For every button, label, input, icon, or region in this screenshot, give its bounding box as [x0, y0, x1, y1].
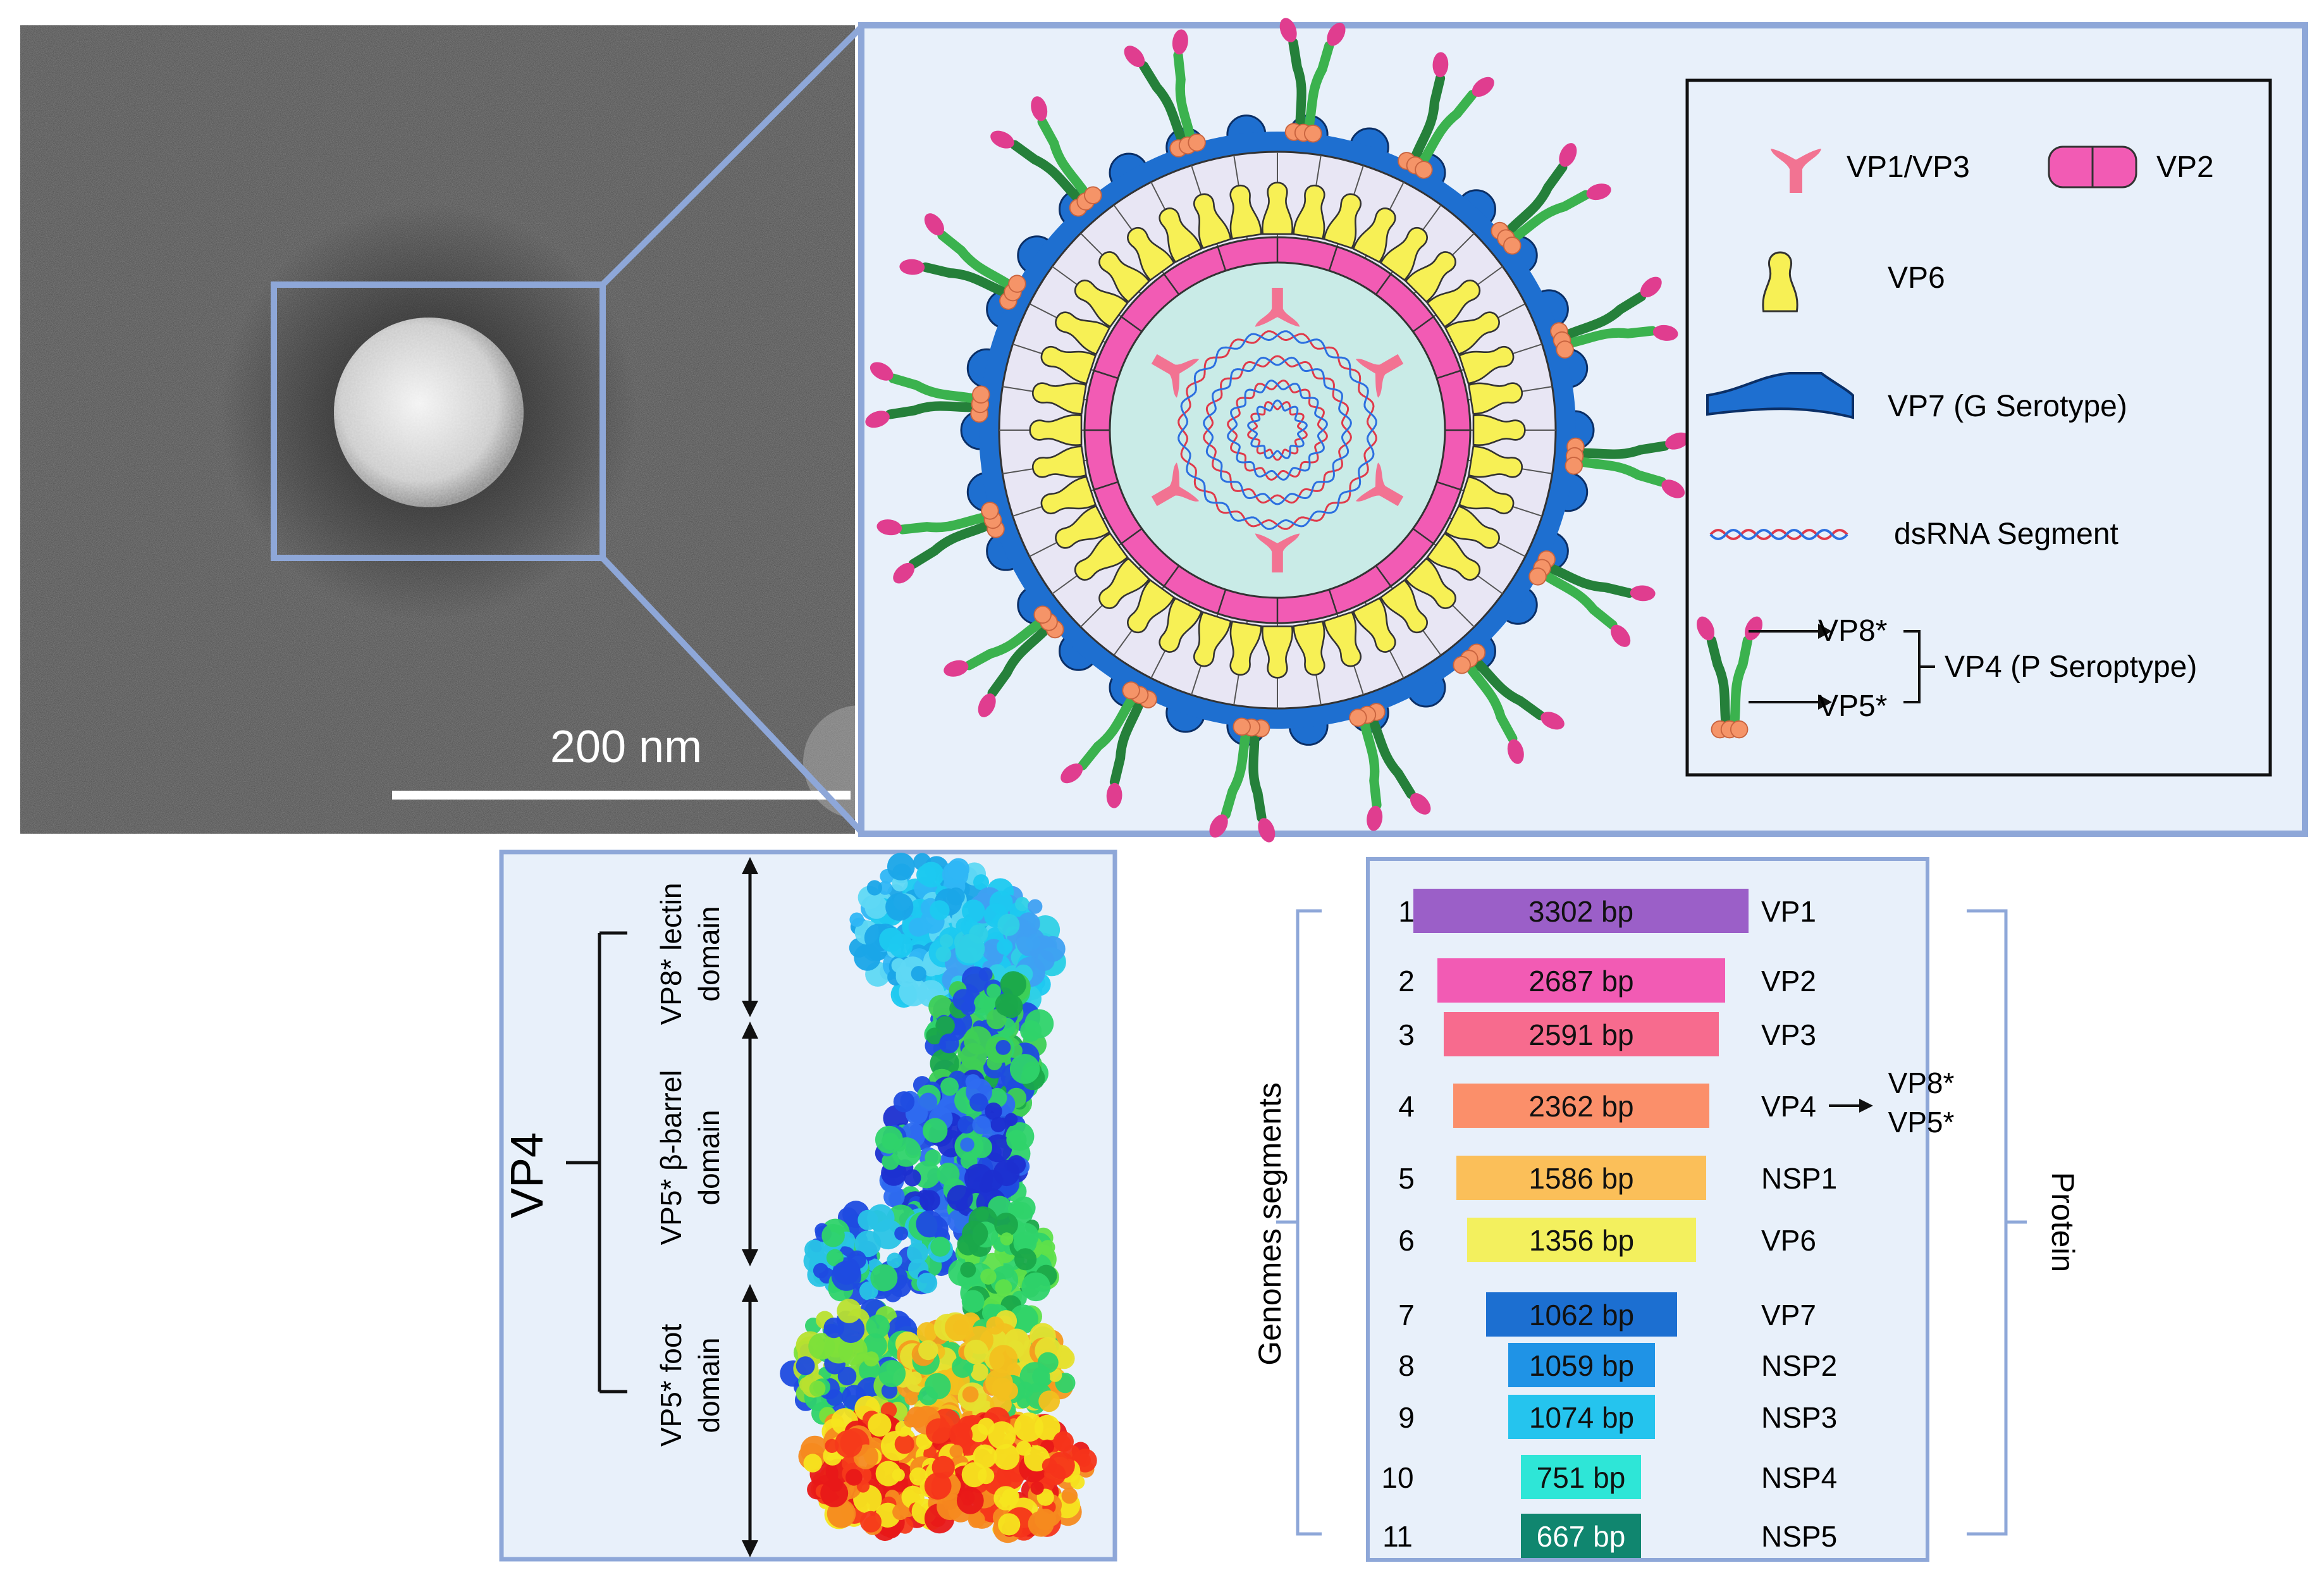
segment-bar — [1437, 958, 1725, 1003]
genome-segment-8: 8 1059 bp NSP2 — [1398, 1343, 1837, 1387]
legend-vp2: VP2 — [2156, 151, 2214, 184]
segment-bar — [1508, 1395, 1655, 1439]
segment-protein: VP6 — [1761, 1224, 1816, 1257]
zoom-box — [271, 281, 606, 561]
genome-segments: 1 3302 bp VP1 2 2687 bp VP2 3 2591 bp VP3 4 2362 b… — [1381, 889, 1837, 1558]
segment-number: 9 — [1398, 1401, 1415, 1434]
vp4-product-vp8: VP8* — [1888, 1066, 1955, 1099]
scale-label: 200 nm — [550, 722, 702, 772]
segment-bar — [1413, 889, 1749, 933]
legend-vp8: VP8* — [1818, 614, 1887, 648]
segment-bar — [1521, 1514, 1641, 1558]
vp4-protein-structure — [780, 853, 1097, 1543]
virion-schematic — [862, 15, 1694, 846]
legend-vp7: VP7 (G Serotype) — [1888, 390, 2127, 423]
genome-segment-2: 2 2687 bp VP2 — [1398, 958, 1816, 1003]
genomes-segments-label: Genomes segments — [1252, 1082, 1288, 1365]
genome-side-labels: Genomes segments Protein — [1252, 909, 2081, 1536]
legend-vp1vp3: VP1/VP3 — [1847, 151, 1970, 184]
scale-bar — [392, 791, 851, 800]
segment-number: 6 — [1398, 1224, 1415, 1257]
legend-vp5: VP5* — [1818, 689, 1887, 723]
vp2-icon — [2048, 145, 2137, 188]
segment-length: 1059 bp — [1529, 1349, 1634, 1382]
domain-2-line1: VP5* β-barrel — [655, 1070, 687, 1245]
segment-protein: NSP2 — [1761, 1349, 1837, 1382]
segment-length: 1586 bp — [1528, 1162, 1633, 1195]
legend-box — [1685, 78, 2272, 777]
genome-segment-10: 10 751 bp NSP4 — [1381, 1455, 1837, 1499]
segment-protein: VP3 — [1761, 1018, 1816, 1051]
dsrna-icon — [1709, 529, 1848, 540]
vp4-bracket-left — [566, 931, 627, 1394]
segment-number: 8 — [1398, 1349, 1415, 1382]
vp4-bracket — [1903, 630, 1935, 703]
segment-protein: NSP1 — [1761, 1162, 1837, 1195]
segment-length: 3302 bp — [1528, 895, 1633, 928]
segment-protein: NSP3 — [1761, 1401, 1837, 1434]
segment-length: 667 bp — [1537, 1520, 1626, 1553]
domain-arrows — [742, 857, 758, 1557]
genome-segment-11: 11 667 bp NSP5 — [1382, 1514, 1837, 1558]
segment-bar — [1467, 1218, 1696, 1262]
segment-bar — [1453, 1084, 1709, 1128]
segment-protein: NSP5 — [1761, 1520, 1837, 1553]
genome-segment-4: 4 2362 bp VP4 — [1398, 1084, 1816, 1128]
legend-vp4: VP4 (P Seroptype) — [1945, 650, 2197, 684]
legend: VP1/VP3 VP2 VP6 VP7 (G Serotype) dsRNA S… — [1685, 78, 2272, 777]
segment-number: 3 — [1398, 1018, 1415, 1051]
segment-length: 1074 bp — [1529, 1401, 1634, 1434]
segment-length: 751 bp — [1537, 1461, 1626, 1494]
segment-length: 1356 bp — [1529, 1224, 1634, 1257]
vp4-main-label: VP4 — [502, 1132, 553, 1218]
genome-segment-3: 3 2591 bp VP3 — [1398, 1012, 1816, 1056]
domain-1-line2: domain — [692, 906, 725, 1002]
domain-1-line1: VP8* lectin — [655, 882, 687, 1025]
segment-length: 2591 bp — [1528, 1018, 1633, 1051]
segment-bar — [1508, 1343, 1655, 1387]
vp4-product-vp5: VP5* — [1888, 1106, 1955, 1139]
segment-bar — [1521, 1455, 1641, 1499]
genome-segment-6: 6 1356 bp VP6 — [1398, 1218, 1816, 1262]
segment-protein: VP7 — [1761, 1299, 1816, 1332]
legend-vp6: VP6 — [1888, 261, 1945, 295]
core — [1109, 261, 1446, 599]
domain-3-line1: VP5* foot — [655, 1324, 687, 1447]
genome-segment-1: 1 3302 bp VP1 — [1398, 889, 1816, 933]
segment-length: 2362 bp — [1528, 1090, 1633, 1123]
segment-bar — [1456, 1156, 1706, 1200]
segment-number: 5 — [1398, 1162, 1415, 1195]
segment-number: 4 — [1398, 1090, 1415, 1123]
segment-number: 2 — [1398, 965, 1415, 998]
segment-protein: VP2 — [1761, 965, 1816, 998]
genome-segment-7: 7 1062 bp VP7 — [1398, 1292, 1816, 1337]
segment-length: 1062 bp — [1529, 1299, 1634, 1332]
protein-bracket-right — [1967, 909, 2027, 1536]
zoom-line-top — [600, 23, 866, 287]
segment-protein: VP1 — [1761, 895, 1816, 928]
segment-number: 1 — [1398, 895, 1415, 928]
segment-protein: NSP4 — [1761, 1461, 1837, 1494]
segment-protein: VP4 — [1761, 1090, 1816, 1123]
segment-bar — [1486, 1292, 1677, 1337]
vp7-icon — [1706, 372, 1854, 419]
segment-bar — [1444, 1012, 1719, 1056]
genome-segment-5: 5 1586 bp NSP1 — [1398, 1156, 1837, 1200]
domain-3-line2: domain — [692, 1338, 725, 1433]
segment-number: 7 — [1398, 1299, 1415, 1332]
electron-micrograph: 200 nm — [20, 25, 855, 834]
vp4-labels: VP4 VP8* lectin domain VP5* β-barrel dom… — [502, 857, 758, 1557]
domain-2-line2: domain — [692, 1110, 725, 1206]
protein-label: Protein — [2045, 1172, 2081, 1272]
genome-segment-9: 9 1074 bp NSP3 — [1398, 1395, 1837, 1439]
zoom-line-bottom — [600, 555, 866, 836]
legend-dsrna: dsRNA Segment — [1894, 517, 2118, 551]
genome-bracket-left — [1276, 909, 1322, 1536]
vp4-products: VP8* VP5* — [1829, 1066, 1955, 1139]
dsrna-genome — [1177, 330, 1377, 530]
segment-length: 2687 bp — [1528, 965, 1633, 998]
segment-number: 10 — [1381, 1461, 1413, 1494]
segment-number: 11 — [1382, 1520, 1413, 1553]
